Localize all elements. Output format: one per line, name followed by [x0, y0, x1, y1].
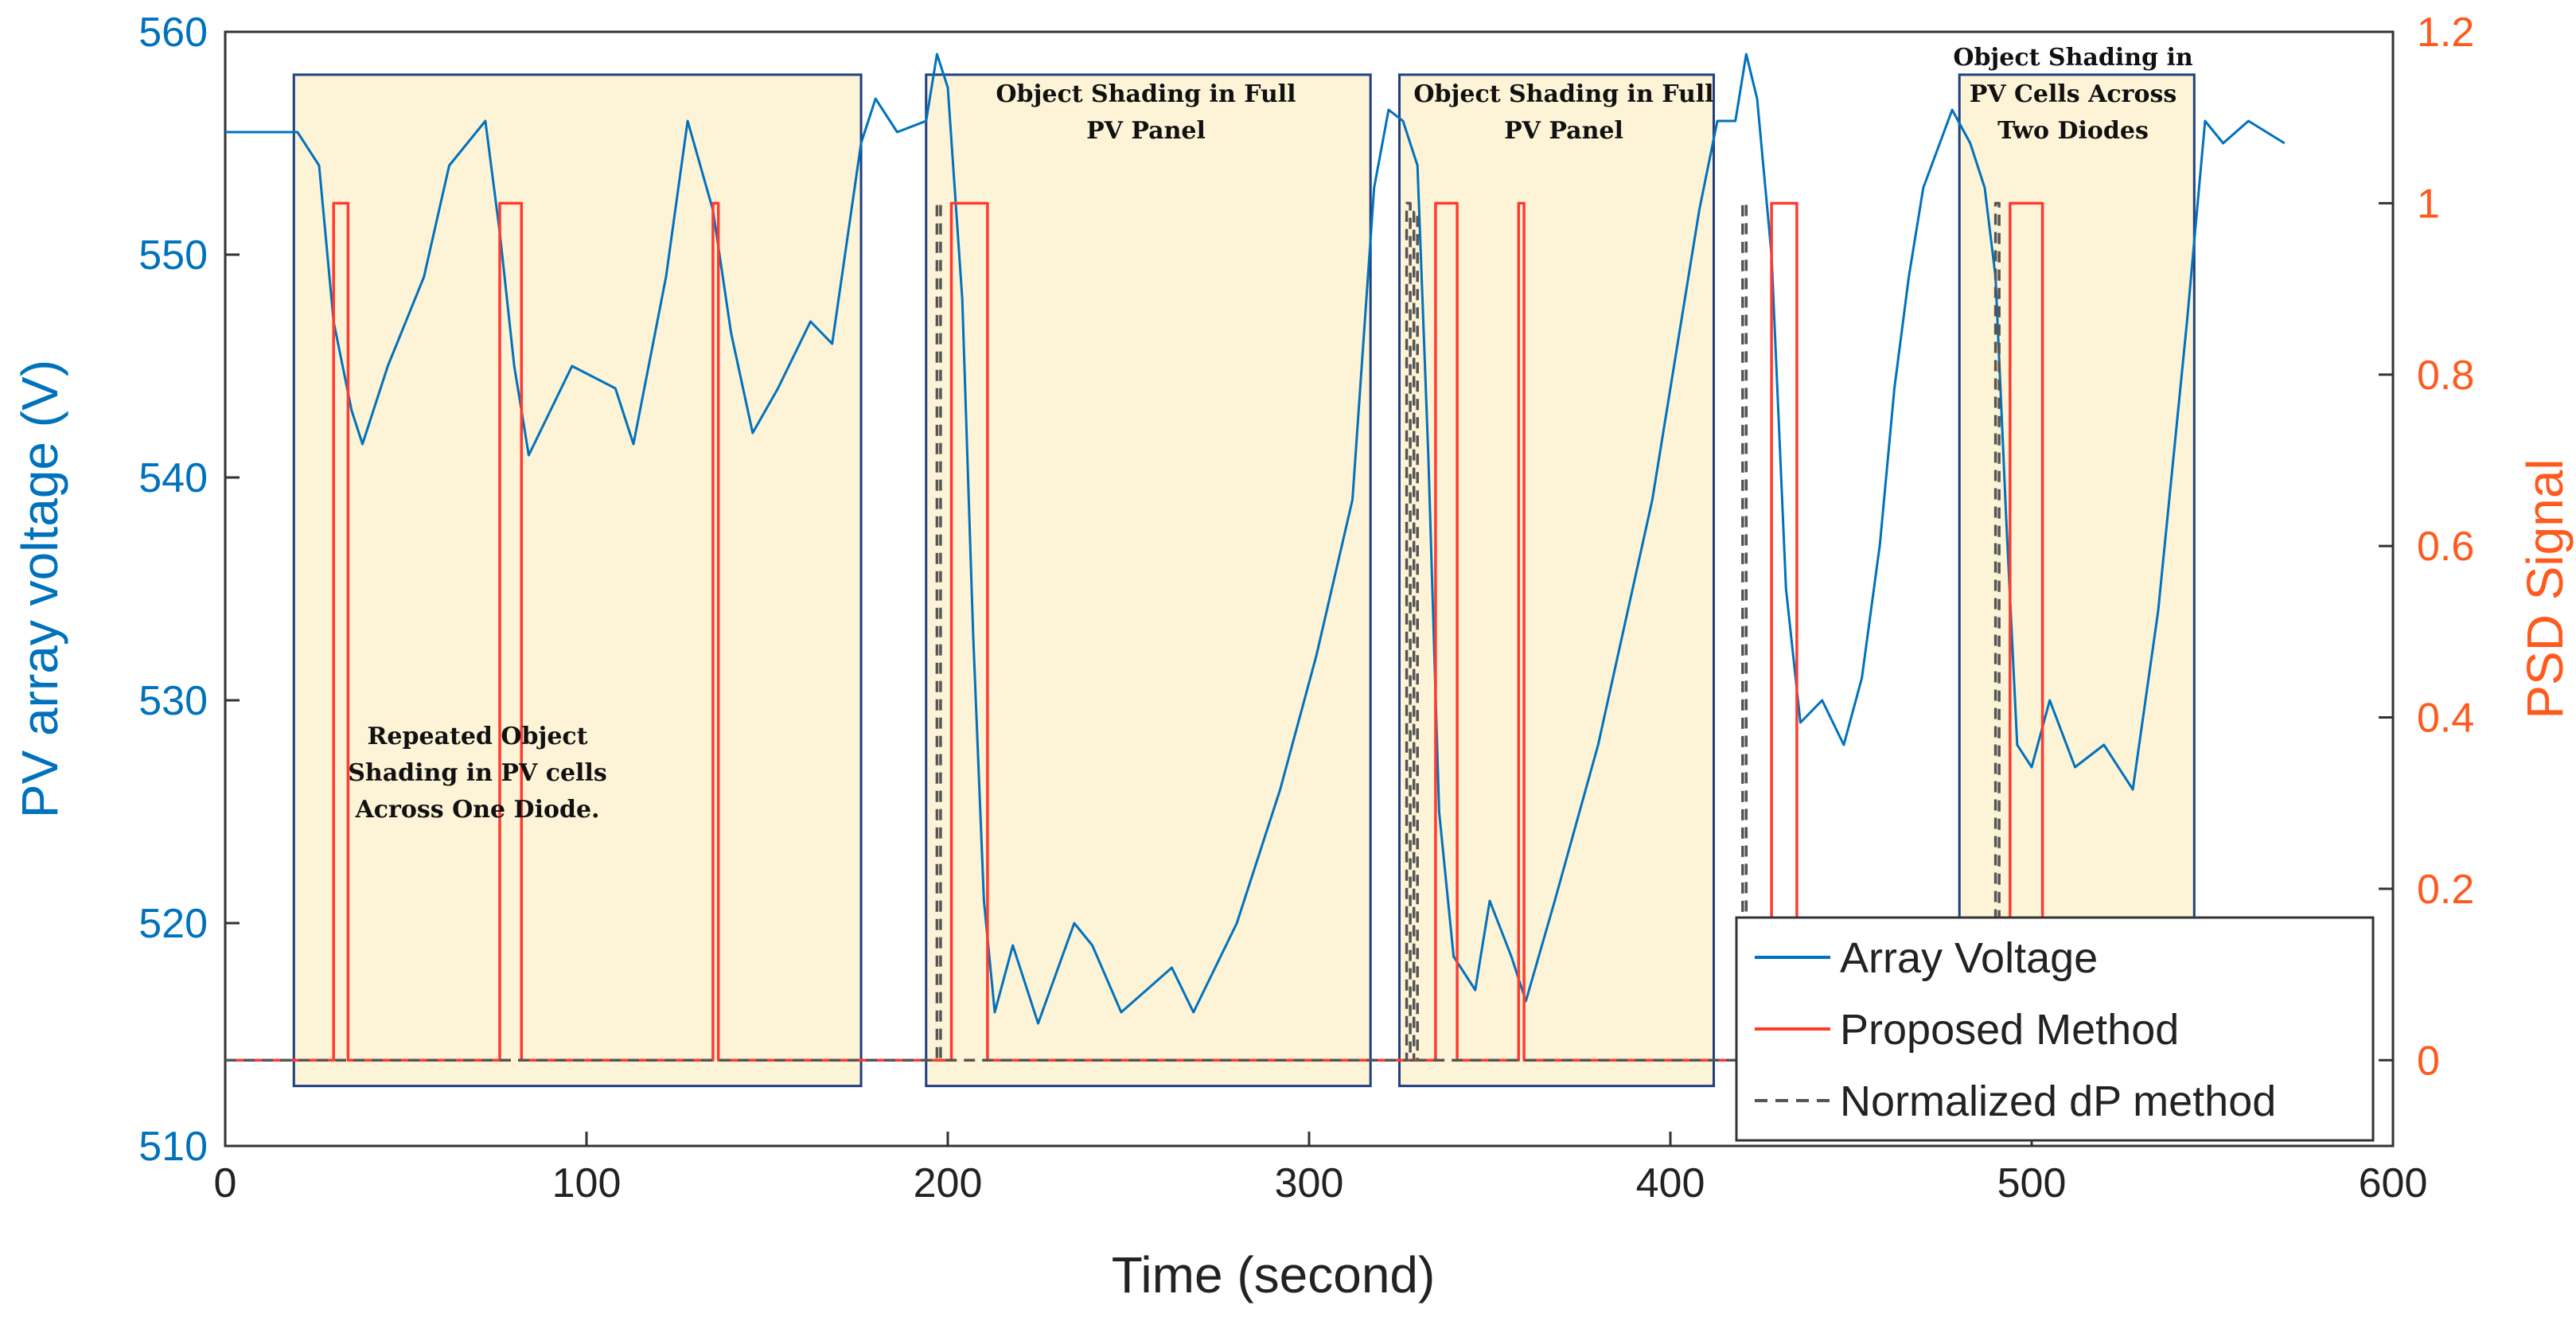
- x-axis-title: Time (second): [1112, 1246, 1436, 1304]
- x-tick-label: 600: [2359, 1160, 2428, 1206]
- y-right-tick-label: 1.2: [2417, 10, 2474, 56]
- legend-label-voltage: Array Voltage: [1840, 934, 2098, 982]
- shaded-region-1: [292, 73, 863, 1088]
- y-right-tick-label: 0.6: [2417, 524, 2474, 570]
- series-normalized-dp-method: [225, 201, 2303, 1062]
- y-left-tick-label: 560: [138, 10, 208, 56]
- region-annotation-3: Object Shading in Full PV Panel: [1413, 80, 1713, 145]
- x-tick-label: 500: [1997, 1160, 2067, 1206]
- shaded-region-3: [1398, 73, 1715, 1088]
- series-array-voltage: [225, 53, 2286, 1025]
- x-tick-label: 0: [214, 1160, 237, 1206]
- y-left-tick-label: 540: [138, 455, 208, 501]
- series-lines: [225, 53, 2303, 1062]
- axis-ticks: 0 100 200 300 400 500 600 510 520 530 540 550 560 0 0.…: [138, 10, 2474, 1206]
- legend-box: [1735, 916, 2375, 1142]
- y-left-tick-label: 510: [138, 1124, 208, 1170]
- y-right-tick-label: 0: [2417, 1038, 2440, 1084]
- y-left-tick-label: 530: [138, 678, 208, 724]
- region-annotation-1: Repeated Object Shading in PV cells Across…: [348, 723, 607, 824]
- y-left-tick-label: 550: [138, 232, 208, 279]
- legend-label-normalized: Normalized dP method: [1840, 1078, 2276, 1125]
- x-tick-label: 400: [1636, 1160, 1705, 1206]
- y-right-tick-label: 0.2: [2417, 867, 2474, 913]
- x-tick-label: 200: [914, 1160, 983, 1206]
- annotations: Repeated Object Shading in PV cells Across…: [348, 44, 2193, 824]
- y-axis-right-title: PSD Signal: [2516, 458, 2574, 719]
- y-axis-left-title: PV array voltage (V): [11, 360, 68, 818]
- x-tick-label: 300: [1275, 1160, 1344, 1206]
- x-tick-label: 100: [552, 1160, 622, 1206]
- y-right-tick-label: 0.4: [2417, 696, 2474, 742]
- legend: Array Voltage Proposed Method Normalized…: [1735, 916, 2375, 1142]
- shaded-region-2: [925, 73, 1372, 1088]
- region-annotation-2: Object Shading in Full PV Panel: [996, 80, 1296, 145]
- y-right-tick-label: 1: [2417, 181, 2440, 227]
- legend-label-proposed: Proposed Method: [1840, 1006, 2179, 1054]
- region-annotation-4: Object Shading in PV Cells Across Two Diod…: [1953, 44, 2193, 145]
- y-left-tick-label: 520: [138, 901, 208, 947]
- y-right-tick-label: 0.8: [2417, 353, 2474, 399]
